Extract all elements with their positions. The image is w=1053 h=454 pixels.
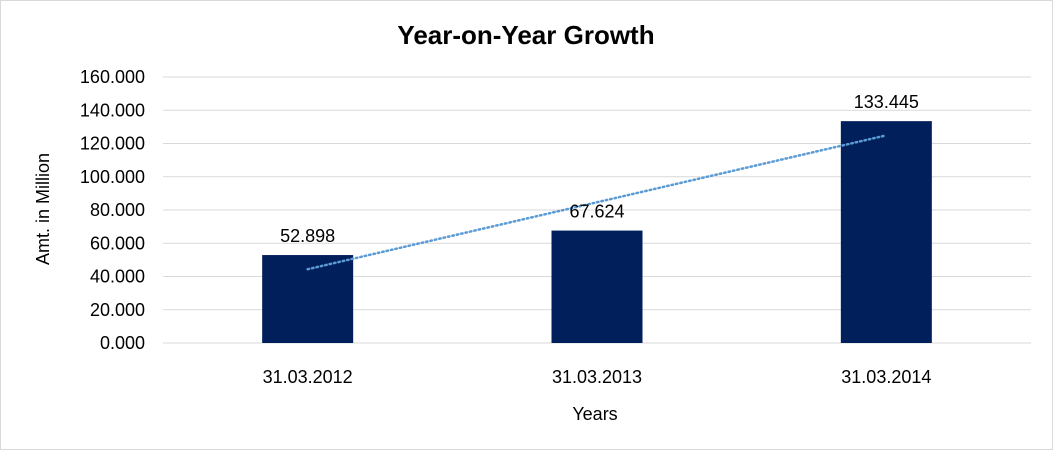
x-tick-label: 31.03.2014: [841, 367, 931, 387]
y-axis-label: Amt. in Million: [33, 153, 53, 265]
y-axis-ticks: 0.000 20.000 40.000 60.000 80.000 100.000 120.…: [80, 67, 145, 353]
trendline: [306, 134, 888, 271]
data-label: 52.898: [280, 226, 335, 246]
data-labels: 52.898 67.624 133.445: [280, 92, 919, 246]
data-label: 67.624: [569, 202, 624, 222]
y-tick-label: 60.000: [90, 233, 145, 253]
x-tick-label: 31.03.2012: [263, 367, 353, 387]
y-tick-label: 80.000: [90, 200, 145, 220]
x-axis-label: Years: [572, 404, 617, 424]
x-tick-label: 31.03.2013: [552, 367, 642, 387]
y-tick-label: 20.000: [90, 300, 145, 320]
bar: [551, 230, 643, 343]
bar: [840, 121, 932, 343]
y-tick-label: 140.000: [80, 100, 145, 120]
y-tick-label: 160.000: [80, 67, 145, 87]
data-label: 133.445: [854, 92, 919, 112]
chart-title: Year-on-Year Growth: [397, 20, 654, 50]
trendline-group: [306, 134, 888, 271]
y-tick-label: 40.000: [90, 267, 145, 287]
y-tick-label: 120.000: [80, 134, 145, 154]
y-tick-label: 0.000: [100, 333, 145, 353]
y-tick-label: 100.000: [80, 167, 145, 187]
x-axis-ticks: 31.03.2012 31.03.2013 31.03.2014: [263, 367, 932, 387]
